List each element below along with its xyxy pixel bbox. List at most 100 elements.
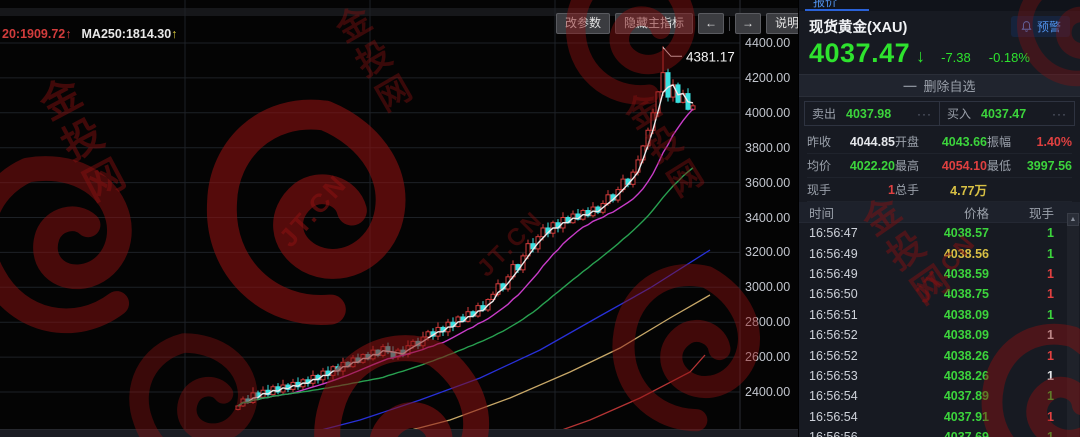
stats-row: 现手 1 总手 4.77万 xyxy=(807,178,1072,202)
tape-time: 16:56:50 xyxy=(809,287,858,302)
bid-price: 4037.47 xyxy=(981,106,1027,121)
stats-row: 均价 4022.20 最高 4054.10 最低 3997.56 xyxy=(807,154,1072,178)
svg-text:4381.17: 4381.17 xyxy=(686,49,735,64)
tape-price: 4037.89 xyxy=(943,389,989,404)
tape-row: 16:56:564037.691 xyxy=(799,427,1080,437)
tape-row: 16:56:47 4038.57 1 xyxy=(799,223,1080,243)
tape-price: 4037.69 xyxy=(899,430,999,437)
axis-tick-label: 3000.00 xyxy=(745,280,791,295)
minus-icon: — xyxy=(903,78,917,93)
tape-lot: 1 xyxy=(1047,409,1054,424)
stat-label: 均价 xyxy=(807,159,832,173)
tape-time: 16:56:56 xyxy=(809,430,899,437)
stat-value: 3997.56 xyxy=(1026,158,1072,173)
axis-tick-label: 3400.00 xyxy=(745,210,791,225)
stat-value: 4.77万 xyxy=(950,184,987,198)
axis-tick-label: 2800.00 xyxy=(745,315,791,330)
tape-header: 时间 价格 现手 xyxy=(799,202,1080,223)
last-price-row: 4037.47 ↓ -7.38 -0.18% xyxy=(799,37,1080,74)
tape-time: 16:56:53 xyxy=(809,368,858,383)
axis-tick-label: 4200.00 xyxy=(745,70,791,85)
axis-tick-label: 2600.00 xyxy=(745,350,791,365)
tape-time: 16:56:54 xyxy=(809,409,858,424)
ask-more-button[interactable]: ··· xyxy=(917,106,932,121)
tape-row: 16:56:51 4038.09 1 xyxy=(799,305,1080,325)
ask-label: 卖出 xyxy=(812,107,837,121)
tape-price: 4038.56 xyxy=(943,246,989,261)
remove-favorite-button[interactable]: — 删除自选 xyxy=(799,74,1080,97)
stat-label: 总手 xyxy=(895,183,920,197)
prev-arrow-button[interactable]: ← xyxy=(698,13,725,34)
axis-tick-label: 4400.00 xyxy=(745,36,791,50)
tape-price: 4038.09 xyxy=(943,307,989,322)
stat-value: 4054.10 xyxy=(941,158,987,173)
tape-row: 16:56:49 4038.59 1 xyxy=(799,264,1080,284)
next-arrow-button[interactable]: → xyxy=(735,13,762,34)
hide-main-indicator-button[interactable]: 隐藏主指标 xyxy=(615,13,694,34)
stats-grid: 昨收 4044.85 开盘 4043.66 振幅 1.40% 均价 4022.20 最高 4054… xyxy=(799,130,1080,202)
tape-price: 4037.91 xyxy=(943,409,989,424)
toolbar-divider xyxy=(729,16,731,31)
ma120-label: 20:1909.72↑ xyxy=(2,27,72,41)
axis-tick-label: 3800.00 xyxy=(745,140,791,155)
stat-label: 最高 xyxy=(895,159,920,173)
tape-lot: 1 xyxy=(1047,368,1054,383)
bell-icon xyxy=(1021,21,1032,32)
last-price: 4037.47 xyxy=(809,38,911,68)
chart-region[interactable]: 4381.17 4400.00 4200.00 4000.00 3800.00 3600… xyxy=(0,0,798,437)
tape-row: 16:56:54 4037.91 1 xyxy=(799,407,1080,427)
bid-more-button[interactable]: ··· xyxy=(1052,106,1067,121)
tape-lot: 1 xyxy=(1047,328,1054,343)
price-change-percent: -0.18% xyxy=(988,50,1030,65)
edit-params-button[interactable]: 改参数 xyxy=(556,13,611,34)
tape-time: 16:56:54 xyxy=(809,389,858,404)
symbol-name: 现货黄金(XAU) xyxy=(809,20,908,36)
stats-row: 昨收 4044.85 开盘 4043.66 振幅 1.40% xyxy=(807,130,1072,154)
tape-lot: 1 xyxy=(1047,348,1054,363)
tape-time: 16:56:49 xyxy=(809,246,858,261)
tape-row: 16:56:52 4038.26 1 xyxy=(799,345,1080,365)
tape-row: 16:56:50 4038.75 1 xyxy=(799,284,1080,304)
bid-label: 买入 xyxy=(947,107,972,121)
tape-row: 16:56:53 4038.26 1 xyxy=(799,366,1080,386)
tape-time: 16:56:52 xyxy=(809,328,858,343)
chart-toolbar: 改参数 隐藏主指标 ← → 说明 xyxy=(556,13,798,34)
price-change: -7.38 xyxy=(941,50,971,65)
time-axis-strip xyxy=(0,429,798,437)
chart-top-band xyxy=(0,8,798,16)
help-button[interactable]: 说明 xyxy=(766,13,798,34)
tab-quote[interactable]: 报价 xyxy=(813,0,838,9)
scroll-up-button[interactable]: ▲ xyxy=(1067,213,1079,226)
panel-header: 现货黄金(XAU) 预警 xyxy=(799,11,1080,37)
price-down-arrow-icon: ↓ xyxy=(916,46,926,66)
tape-lot: 1 xyxy=(999,430,1080,437)
stat-value: 4022.20 xyxy=(849,158,895,173)
tape-row: 16:56:49 4038.56 1 xyxy=(799,243,1080,263)
stat-value: 4043.66 xyxy=(941,134,987,149)
tape-lot: 1 xyxy=(1047,287,1054,302)
stat-label: 最低 xyxy=(987,159,1012,173)
quote-panel: 报价 现货黄金(XAU) 预警 4037.47 ↓ -7.38 -0.18% —… xyxy=(798,0,1080,437)
tape-price: 4038.26 xyxy=(943,348,989,363)
panel-tab-strip: 报价 xyxy=(799,0,1080,11)
ask-price: 4037.98 xyxy=(846,106,892,121)
candlestick-chart[interactable]: 4381.17 xyxy=(0,0,798,437)
tab-active-underline xyxy=(805,9,869,11)
tape-lot: 1 xyxy=(1047,226,1054,241)
tape-time: 16:56:49 xyxy=(809,266,858,281)
alert-button[interactable]: 预警 xyxy=(1010,16,1070,37)
tape-lot: 1 xyxy=(1047,246,1054,261)
tape-lot: 1 xyxy=(1047,389,1054,404)
tape-price: 4038.57 xyxy=(943,226,989,241)
tape-row: 16:56:54 4037.89 1 xyxy=(799,386,1080,406)
tape-time: 16:56:47 xyxy=(809,226,858,241)
tape-scrollbar[interactable]: ▲ xyxy=(1067,213,1079,437)
axis-tick-label: 3200.00 xyxy=(745,245,791,260)
stat-value: 4044.85 xyxy=(849,134,895,149)
tape-price: 4038.75 xyxy=(943,287,989,302)
bid-ask-row: 卖出 4037.98 ··· 买入 4037.47 ··· xyxy=(804,101,1075,126)
tape-lot: 1 xyxy=(1047,307,1054,322)
stat-label: 现手 xyxy=(807,183,832,197)
bid-cell: 买入 4037.47 ··· xyxy=(939,102,1074,125)
tape-row: 16:56:52 4038.09 1 xyxy=(799,325,1080,345)
